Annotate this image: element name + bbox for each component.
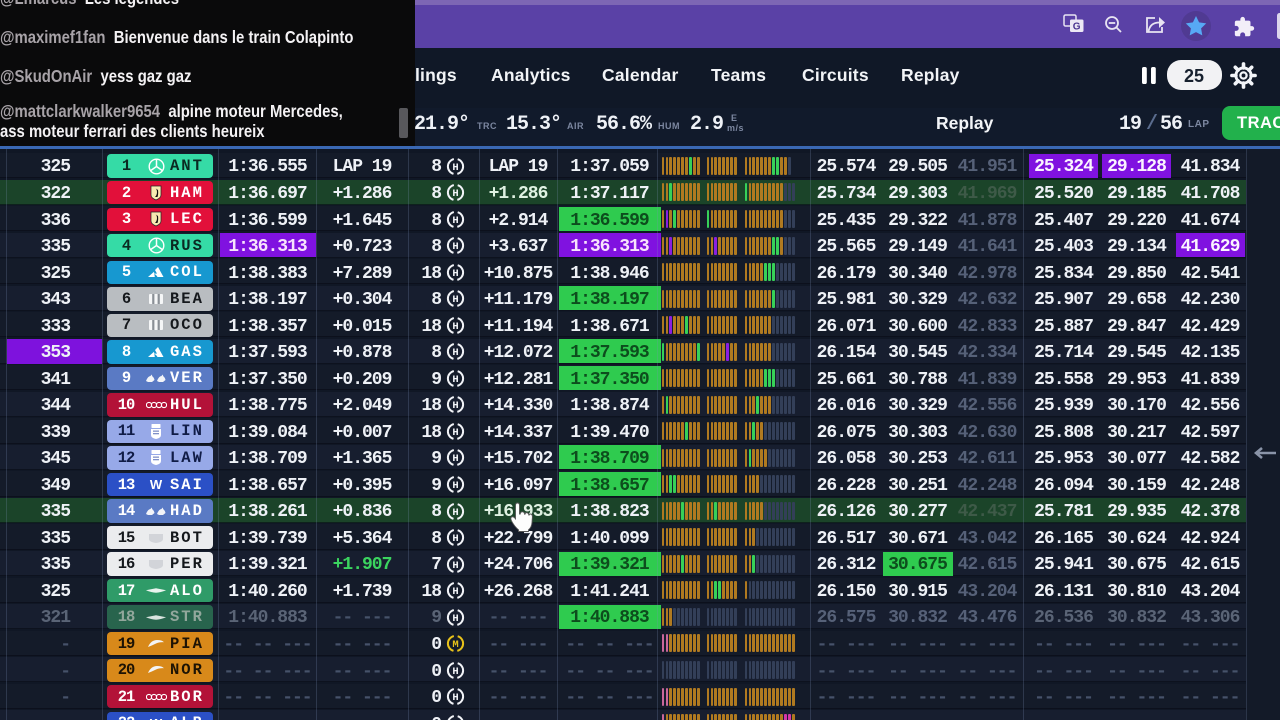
svg-text:H: H xyxy=(452,268,458,280)
svg-text:H: H xyxy=(452,586,458,598)
svg-text:25: 25 xyxy=(1184,66,1204,86)
svg-text:M: M xyxy=(452,639,458,651)
svg-text:H: H xyxy=(452,188,458,200)
svg-text:H: H xyxy=(452,295,458,307)
svg-text:H: H xyxy=(452,374,458,386)
svg-text:W: W xyxy=(150,717,163,720)
svg-text:H: H xyxy=(452,215,458,227)
svg-text:H: H xyxy=(452,241,458,253)
svg-text:G: G xyxy=(1073,22,1081,33)
svg-text:H: H xyxy=(452,666,458,678)
svg-text:H: H xyxy=(452,692,458,704)
svg-text:H: H xyxy=(452,613,458,625)
svg-text:H: H xyxy=(452,321,458,333)
svg-text:H: H xyxy=(452,560,458,572)
svg-text:H: H xyxy=(452,719,458,720)
svg-text:H: H xyxy=(452,533,458,545)
svg-text:H: H xyxy=(452,454,458,466)
svg-text:H: H xyxy=(452,348,458,360)
svg-text:H: H xyxy=(452,480,458,492)
svg-text:H: H xyxy=(452,162,458,174)
svg-text:W: W xyxy=(150,478,163,491)
svg-text:H: H xyxy=(452,507,458,519)
svg-text:H: H xyxy=(452,427,458,439)
svg-text:H: H xyxy=(452,401,458,413)
